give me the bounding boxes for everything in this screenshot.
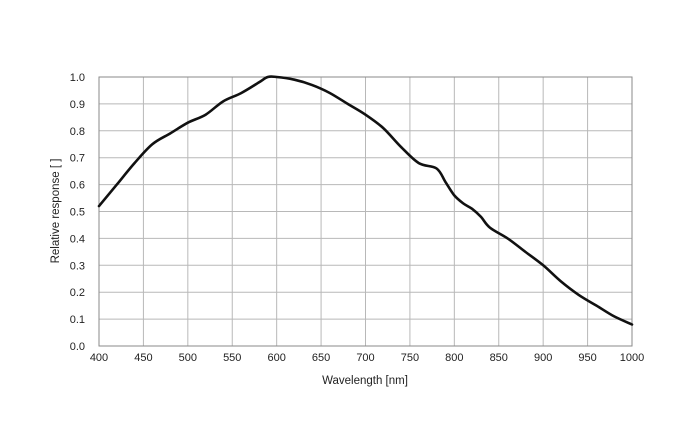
y-tick-label-0.4: 0.4: [70, 233, 85, 245]
y-tick-label-0.8: 0.8: [70, 126, 85, 138]
grid: [98, 76, 633, 347]
x-tick-label-600: 600: [267, 352, 285, 364]
y-tick-label-0.9: 0.9: [70, 99, 85, 111]
x-axis-label: Wavelength [nm]: [322, 375, 408, 387]
x-axis-ticks: 400 450 500 550 600 650 700 750 800 850 900 950 1000: [90, 352, 644, 364]
x-tick-label-850: 850: [490, 352, 508, 364]
response-curve: [97, 75, 634, 326]
x-tick-label-950: 950: [578, 352, 596, 364]
y-axis-label: Relative response [ ]: [50, 159, 62, 264]
x-tick-label-800: 800: [445, 352, 463, 364]
x-tick-label-400: 400: [90, 352, 108, 364]
plot-frame: [98, 76, 633, 347]
y-tick-label-0.7: 0.7: [70, 153, 85, 165]
x-tick-label-900: 900: [534, 352, 552, 364]
y-tick-label-0.5: 0.5: [70, 207, 85, 219]
x-tick-label-650: 650: [312, 352, 330, 364]
x-tick-label-550: 550: [223, 352, 241, 364]
y-axis-ticks: 0.0 0.1 0.2 0.3 0.4 0.5 0.6 0.7 0.8 0.9 1.0: [70, 72, 85, 353]
x-tick-label-750: 750: [401, 352, 419, 364]
x-tick-label-500: 500: [179, 352, 197, 364]
x-tick-label-450: 450: [134, 352, 152, 364]
x-tick-label-700: 700: [356, 352, 374, 364]
y-tick-label-0.0: 0.0: [70, 341, 85, 353]
y-tick-label-0.3: 0.3: [70, 260, 85, 272]
y-tick-label-0.1: 0.1: [70, 314, 85, 326]
y-tick-label-1.0: 1.0: [70, 72, 85, 84]
y-tick-label-0.6: 0.6: [70, 180, 85, 192]
y-tick-label-0.2: 0.2: [70, 287, 85, 299]
x-tick-label-1000: 1000: [620, 352, 644, 364]
